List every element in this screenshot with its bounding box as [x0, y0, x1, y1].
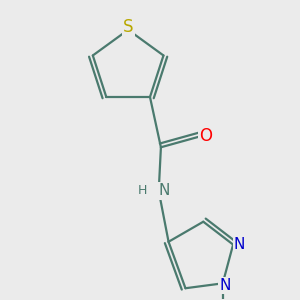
- Text: N: N: [219, 278, 231, 293]
- Text: N: N: [234, 237, 245, 252]
- Text: S: S: [123, 18, 134, 36]
- Text: N: N: [158, 184, 170, 199]
- Text: O: O: [199, 127, 212, 145]
- Text: H: H: [137, 184, 147, 196]
